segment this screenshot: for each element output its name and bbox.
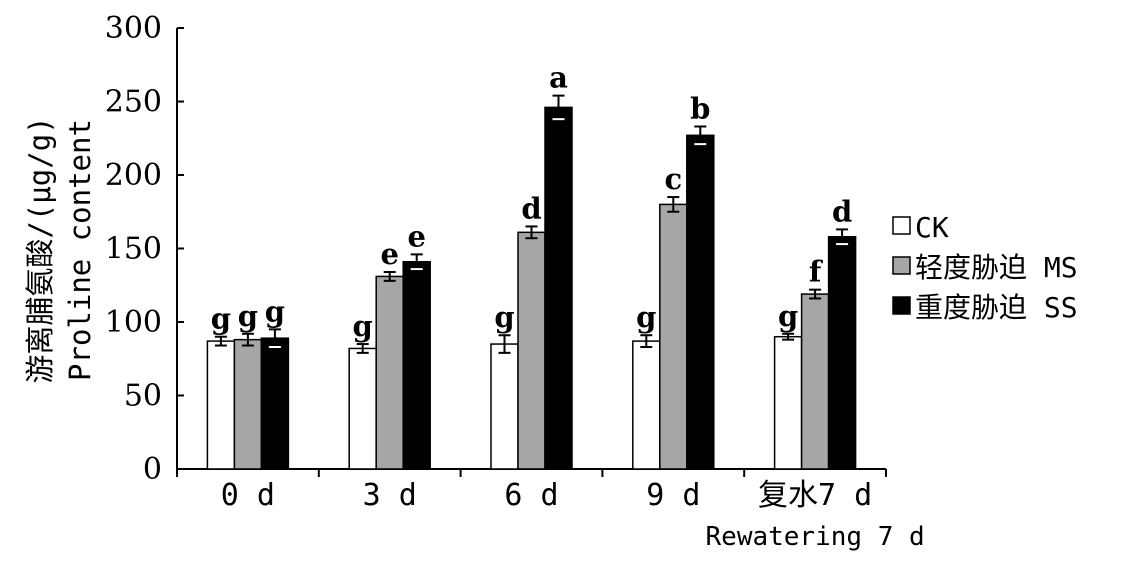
x-tick-label: 复水7 d <box>758 478 872 513</box>
bar <box>686 134 715 470</box>
significance-label: g <box>265 294 285 328</box>
y-axis-title: 游离脯氨酸/(μg/g) Proline content <box>23 116 97 383</box>
significance-label: g <box>211 302 231 336</box>
axes: 0 50 100 150 200 250 300 0 d 3 d 6 d 9 d 复水7 d Rewat… <box>105 11 925 552</box>
significance-label: g <box>636 300 656 334</box>
legend-swatch <box>892 216 911 235</box>
x-tick-label: 9 d <box>646 478 700 513</box>
significance-label: b <box>690 91 710 125</box>
bar <box>800 293 830 470</box>
y-tick-label: 100 <box>105 305 162 340</box>
legend-label: CK <box>915 211 949 244</box>
legend-swatch <box>892 256 911 275</box>
significance-label: g <box>353 309 373 343</box>
y-tick-label: 50 <box>124 379 162 414</box>
y-tick-label: 250 <box>105 85 162 120</box>
y-axis-title-cn: 游离脯氨酸/(μg/g) <box>23 116 57 383</box>
significance-label: e <box>407 219 425 253</box>
significance-label: d <box>521 191 541 225</box>
significance-label: g <box>494 300 514 334</box>
bar <box>544 106 573 470</box>
x-tick-label: 3 d <box>363 478 417 513</box>
x-tick-label: 6 d <box>504 478 558 513</box>
bar <box>490 343 519 470</box>
bar <box>517 231 546 470</box>
bar <box>773 335 803 470</box>
y-tick-label: 0 <box>143 452 162 487</box>
significance-label: a <box>549 61 568 95</box>
y-axis-title-en: Proline content <box>63 119 97 381</box>
significance-label: c <box>664 162 682 196</box>
bar <box>233 338 263 470</box>
significance-label: g <box>778 299 798 333</box>
bar <box>827 235 857 470</box>
bar <box>348 347 377 470</box>
significance-label: f <box>809 255 824 289</box>
bar <box>375 275 404 470</box>
bar <box>206 340 236 470</box>
y-tick-label: 300 <box>105 11 162 46</box>
x-tick-sublabel: Rewatering 7 d <box>706 522 925 552</box>
x-tick-label: 0 d <box>221 478 275 513</box>
significance-label: g <box>238 299 258 333</box>
bar <box>260 337 290 470</box>
legend-label: 轻度胁迫 MS <box>915 251 1078 284</box>
bar <box>659 203 688 470</box>
bar <box>632 340 661 470</box>
legend: CK 轻度胁迫 MS 重度胁迫 SS <box>892 211 1078 324</box>
significance-label: d <box>832 194 852 228</box>
y-tick-label: 150 <box>105 232 162 267</box>
bar <box>402 260 431 470</box>
legend-swatch <box>892 296 911 315</box>
legend-label: 重度胁迫 SS <box>915 291 1078 324</box>
significance-label: e <box>380 237 398 271</box>
y-tick-label: 200 <box>105 158 162 193</box>
